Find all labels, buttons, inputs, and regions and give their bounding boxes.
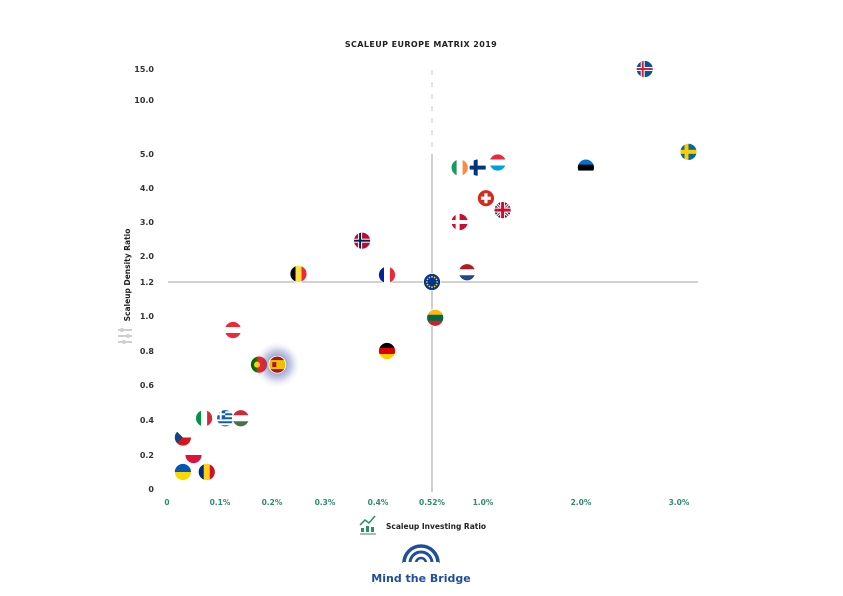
flag-point-greece bbox=[216, 409, 235, 428]
x-tick-label: 0.2% bbox=[262, 498, 283, 507]
flag-point-luxembourg bbox=[488, 153, 507, 172]
y-tick-label: 2.0 bbox=[140, 252, 155, 261]
y-tick-label: 1.2 bbox=[140, 278, 154, 287]
flag-point-finland bbox=[468, 158, 487, 177]
flag-point-netherlands bbox=[458, 263, 476, 282]
flag-point-hungary bbox=[231, 409, 250, 428]
y-tick-label: 4.0 bbox=[140, 184, 155, 193]
flag-point-estonia bbox=[577, 158, 595, 177]
flag-point-poland bbox=[184, 446, 203, 464]
mind-the-bridge-logo bbox=[402, 544, 440, 565]
x-tick-label: 0.1% bbox=[210, 498, 231, 507]
brand-name: Mind the Bridge bbox=[371, 572, 470, 585]
y-tick-label: 15.0 bbox=[134, 65, 154, 74]
flag-point-norway bbox=[353, 231, 372, 250]
x-tick-label: 0.3% bbox=[315, 498, 336, 507]
x-tick-label: 0.52% bbox=[419, 498, 446, 507]
flag-point-lithuania bbox=[426, 308, 445, 327]
flag-point-united-kingdom bbox=[493, 201, 512, 220]
flag-point-czech-republic bbox=[173, 428, 192, 447]
flag-point-belgium bbox=[289, 264, 308, 283]
x-axis-label: Scaleup Investing Ratio bbox=[386, 522, 486, 531]
y-tick-label: 0.4 bbox=[140, 416, 155, 425]
flag-point-sweden bbox=[679, 142, 698, 161]
flag-point-france bbox=[378, 265, 396, 284]
x-tick-label: 0.4% bbox=[368, 498, 389, 507]
flag-point-spain bbox=[268, 355, 287, 374]
x-axis-label-group: Scaleup Investing Ratio bbox=[359, 515, 486, 535]
y-tick-label: 5.0 bbox=[140, 150, 155, 159]
y-tick-label: 3.0 bbox=[140, 218, 155, 227]
y-axis-label-group: Scaleup Density Ratio bbox=[118, 229, 132, 344]
x-tick-label: 1.0% bbox=[473, 498, 494, 507]
x-tick-label: 2.0% bbox=[571, 498, 592, 507]
data-points bbox=[173, 60, 698, 481]
chart-title: SCALEUP EUROPE MATRIX 2019 bbox=[345, 40, 497, 49]
flag-point-european-union bbox=[423, 273, 441, 291]
x-tick-label: 0 bbox=[164, 498, 169, 507]
y-tick-label: 0.6 bbox=[140, 381, 155, 390]
y-tick-label: 0.2 bbox=[140, 451, 154, 460]
flag-point-romania bbox=[197, 463, 216, 481]
y-tick-label: 1.0 bbox=[140, 312, 155, 321]
x-axis-ticks: 0 0.1% 0.2% 0.3% 0.4% 0.52% 1.0% 2.0% 3.0% bbox=[164, 498, 689, 507]
y-tick-label: 10.0 bbox=[134, 96, 154, 105]
flag-point-switzerland bbox=[477, 189, 495, 208]
flag-point-germany bbox=[378, 342, 396, 360]
y-axis-label: Scaleup Density Ratio bbox=[123, 229, 132, 322]
flag-point-italy bbox=[195, 409, 214, 428]
flag-point-austria bbox=[224, 321, 242, 339]
investing-icon bbox=[359, 515, 376, 535]
y-tick-label: 0.8 bbox=[140, 347, 155, 356]
flag-point-ukraine bbox=[173, 463, 192, 481]
flag-point-ireland bbox=[450, 158, 469, 177]
flag-point-iceland bbox=[635, 60, 654, 78]
x-tick-label: 3.0% bbox=[669, 498, 690, 507]
flag-point-denmark bbox=[450, 213, 469, 231]
y-axis-ticks: 0 0.2 0.4 0.6 0.8 1.0 1.2 2.0 3.0 4.0 5.0 10.0 15.0 bbox=[134, 65, 154, 494]
density-icon bbox=[118, 328, 132, 344]
y-tick-label: 0 bbox=[148, 485, 154, 494]
